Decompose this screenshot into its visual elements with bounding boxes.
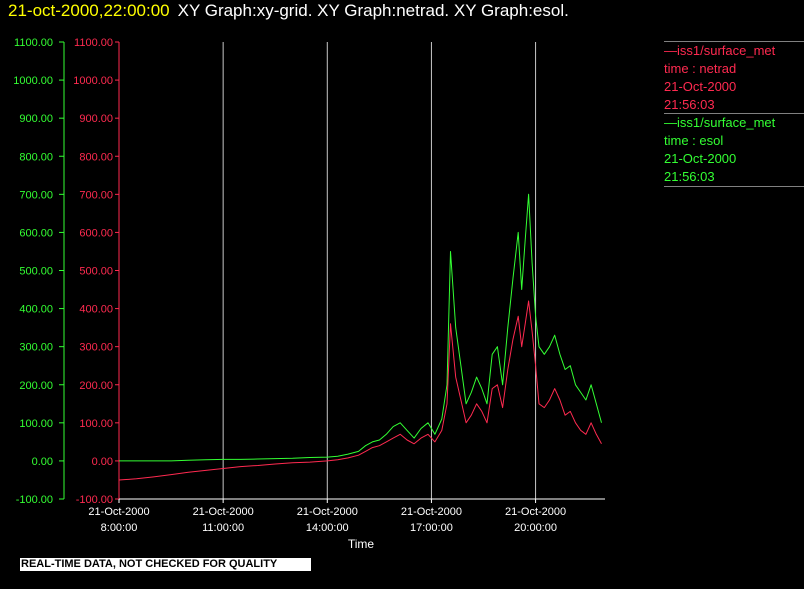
y-axis-ticks-netrad: 1100.00 1000.00 900.00 800.00 700.00 600.00 50…: [73, 37, 119, 506]
y-tick-label-esol: 0.00: [32, 456, 53, 468]
y-tick-label-esol: 800.00: [19, 151, 53, 163]
series-layer: [118, 193, 602, 481]
vertical-gridlines: [222, 42, 537, 499]
y-tick-label-netrad: 700.00: [79, 189, 113, 201]
x-tick-time: 20:00:00: [514, 522, 557, 534]
y-tick-label-netrad: 100.00: [79, 418, 113, 430]
x-axis-label: Time: [348, 537, 375, 551]
y-tick-label-netrad: 500.00: [79, 266, 113, 278]
y-tick-label-netrad: 1100.00: [74, 37, 113, 49]
x-tick-date: 21-Oct-2000: [88, 506, 149, 518]
y-tick-label-esol: 900.00: [19, 113, 53, 125]
legend-date: 21-Oct-2000: [664, 79, 737, 94]
legend-entry-netrad: —iss1/surface_met time : netrad 21-Oct-2…: [664, 41, 804, 114]
y-tick-label-esol: 600.00: [19, 227, 53, 239]
y-tick-label-netrad: 800.00: [79, 151, 113, 163]
title-graph-names: XY Graph:xy-grid. XY Graph:netrad. XY Gr…: [177, 1, 569, 20]
chart-title-bar: 21-oct-2000,22:00:00 XY Graph:xy-grid. XY…: [8, 0, 569, 24]
y-tick-label-esol: 400.00: [19, 304, 53, 316]
y-tick-label-esol: -100.00: [16, 494, 53, 506]
y-tick-label-netrad: 0.00: [92, 456, 113, 468]
legend-date: 21-Oct-2000: [664, 151, 737, 166]
y-tick-label-esol: 200.00: [19, 380, 53, 392]
y-tick-label-netrad: 300.00: [79, 342, 113, 354]
y-tick-label-netrad: 400.00: [79, 304, 113, 316]
series-line-timeesol: [119, 193, 602, 462]
legend-series-name: time : esol: [664, 133, 724, 148]
y-tick-label-esol: 500.00: [19, 266, 53, 278]
y-tick-label-esol: 700.00: [19, 189, 53, 201]
legend-entry-esol: —iss1/surface_met time : esol 21-Oct-200…: [664, 113, 804, 187]
x-tick-date: 21-Oct-2000: [297, 506, 358, 518]
x-tick-date: 21-Oct-2000: [505, 506, 566, 518]
legend-source: —iss1/surface_met: [664, 115, 776, 130]
x-tick-time: 14:00:00: [306, 522, 349, 534]
y-tick-label-esol: 1100.00: [14, 37, 53, 49]
x-tick-time: 8:00:00: [101, 522, 138, 534]
y-tick-label-netrad: -100.00: [76, 494, 113, 506]
legend-time: 21:56:03: [664, 169, 715, 184]
y-tick-label-esol: 300.00: [19, 342, 53, 354]
y-tick-label-netrad: 1000.00: [73, 75, 113, 87]
y-tick-label-esol: 1000.00: [13, 75, 53, 87]
x-tick-date: 21-Oct-2000: [401, 506, 462, 518]
title-timestamp: 21-oct-2000,22:00:00: [8, 1, 170, 20]
legend-source: —iss1/surface_met: [664, 43, 776, 58]
y-tick-label-netrad: 900.00: [79, 113, 113, 125]
x-tick-time: 17:00:00: [410, 522, 453, 534]
y-tick-label-esol: 100.00: [19, 418, 53, 430]
x-tick-date: 21-Oct-2000: [193, 506, 254, 518]
y-tick-label-netrad: 600.00: [79, 227, 113, 239]
series-line-timenetrad: [118, 300, 602, 481]
quality-disclaimer: REAL-TIME DATA, NOT CHECKED FOR QUALITY: [20, 558, 311, 571]
x-axis-ticks: 21-Oct-2000 8:00:00 21-Oct-2000 11:00:00 21-…: [88, 499, 566, 534]
legend-time: 21:56:03: [664, 97, 715, 112]
y-tick-label-netrad: 200.00: [79, 380, 113, 392]
y-axis-ticks-esol: 1100.00 1000.00 900.00 800.00 700.00 600.00 50…: [13, 37, 64, 506]
legend-series-name: time : netrad: [664, 61, 737, 76]
chart-axes: [63, 42, 605, 500]
x-tick-time: 11:00:00: [202, 522, 244, 534]
